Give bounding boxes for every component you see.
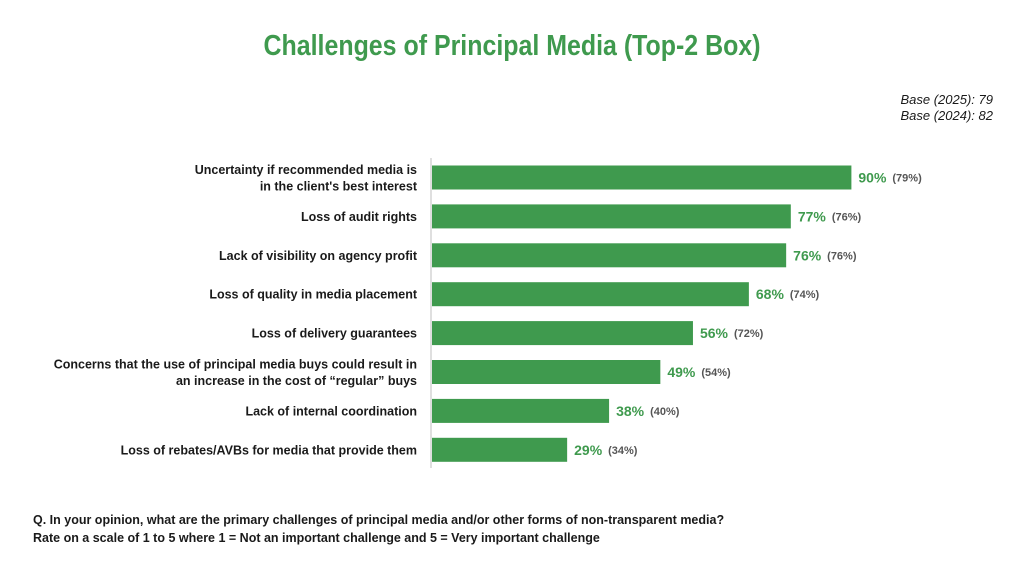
value-label: 90% bbox=[858, 170, 887, 186]
category-label: Concerns that the use of principal media… bbox=[54, 357, 417, 388]
base-2025: Base (2025): 79 bbox=[900, 92, 993, 107]
category-label-line: Lack of internal coordination bbox=[245, 404, 417, 418]
base-2024: Base (2024): 82 bbox=[900, 108, 993, 123]
base-info: Base (2025): 79 Base (2024): 82 bbox=[900, 92, 993, 124]
category-label: Loss of delivery guarantees bbox=[252, 327, 417, 341]
value-label: 49% bbox=[667, 364, 696, 380]
bar bbox=[432, 360, 661, 384]
category-label-line: Loss of audit rights bbox=[301, 210, 417, 224]
value-label: 29% bbox=[574, 442, 603, 458]
value-label: 77% bbox=[798, 208, 827, 224]
previous-year-label: (76%) bbox=[832, 211, 862, 223]
value-label: 56% bbox=[700, 325, 729, 341]
category-label-line: Loss of quality in media placement bbox=[209, 288, 418, 302]
chart-title: Challenges of Principal Media (Top-2 Box… bbox=[263, 30, 761, 62]
previous-year-label: (72%) bbox=[734, 328, 764, 340]
previous-year-label: (76%) bbox=[827, 250, 857, 262]
bar bbox=[432, 165, 852, 190]
value-label: 68% bbox=[756, 286, 785, 302]
category-label-line: in the client's best interest bbox=[260, 179, 418, 193]
bar bbox=[432, 243, 787, 268]
category-label-line: an increase in the cost of “regular” buy… bbox=[176, 374, 417, 388]
previous-year-label: (40%) bbox=[650, 406, 680, 418]
question-line-1: Q. In your opinion, what are the primary… bbox=[33, 513, 725, 527]
value-label: 76% bbox=[793, 247, 822, 263]
bar-chart: Uncertainty if recommended media is in th… bbox=[54, 158, 922, 468]
bar bbox=[432, 204, 791, 229]
bar bbox=[432, 437, 568, 462]
category-label: Lack of internal coordination bbox=[245, 404, 417, 418]
survey-question: Q. In your opinion, what are the primary… bbox=[33, 511, 724, 547]
previous-year-label: (34%) bbox=[608, 445, 638, 457]
category-label: Loss of audit rights bbox=[301, 210, 417, 224]
bar bbox=[432, 398, 610, 423]
category-label: Uncertainty if recommended media is in th… bbox=[195, 163, 418, 194]
bar bbox=[432, 321, 693, 346]
question-line-2: Rate on a scale of 1 to 5 where 1 = Not … bbox=[33, 531, 600, 545]
category-label-line: Lack of visibility on agency profit bbox=[219, 249, 418, 263]
previous-year-label: (79%) bbox=[892, 173, 922, 185]
category-label: Loss of quality in media placement bbox=[209, 288, 418, 302]
category-label-line: Concerns that the use of principal media… bbox=[54, 357, 417, 371]
previous-year-label: (54%) bbox=[701, 367, 731, 379]
bar bbox=[432, 282, 749, 307]
category-label-line: Loss of rebates/AVBs for media that prov… bbox=[121, 443, 417, 457]
value-label: 38% bbox=[616, 403, 645, 419]
category-label: Lack of visibility on agency profit bbox=[219, 249, 418, 263]
category-label-line: Loss of delivery guarantees bbox=[252, 327, 417, 341]
category-label: Loss of rebates/AVBs for media that prov… bbox=[121, 443, 417, 457]
category-label-line: Uncertainty if recommended media is bbox=[195, 163, 417, 177]
previous-year-label: (74%) bbox=[790, 289, 820, 301]
